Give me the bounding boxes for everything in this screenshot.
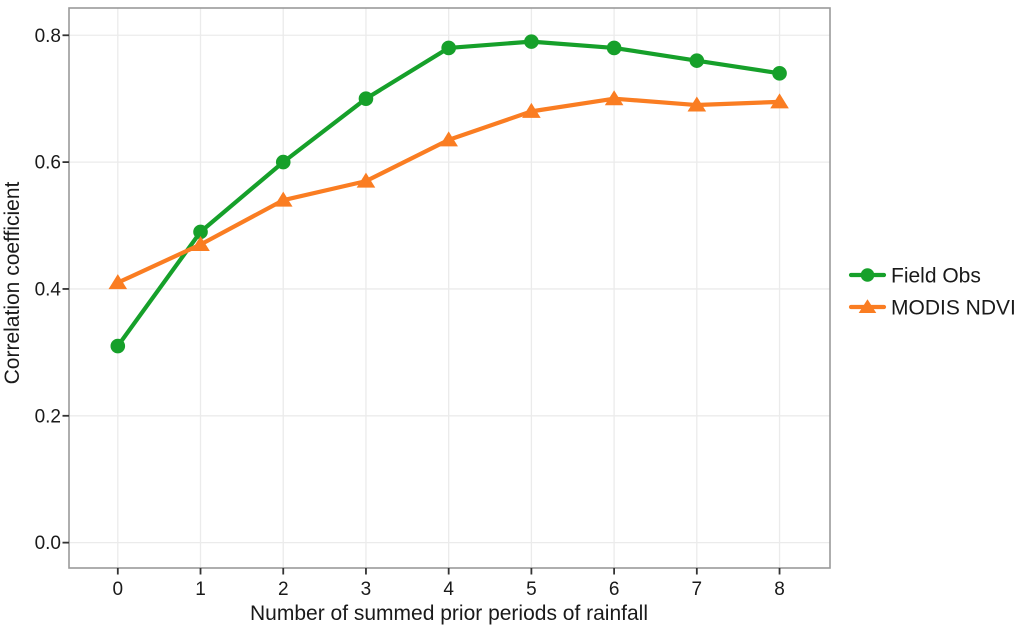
data-point-modis-ndvi-3 (356, 172, 376, 188)
y-tick-label-0.0: 0.0 (35, 533, 61, 554)
panel-background (69, 8, 830, 568)
data-point-modis-ndvi-1 (191, 236, 210, 252)
y-tick-label-0.6: 0.6 (35, 153, 61, 174)
x-tick-label-8: 8 (774, 579, 785, 600)
legend-item-modis-ndvi: MODIS NDVI (848, 297, 1016, 320)
legend-label-modis-ndvi: MODIS NDVI (891, 297, 1016, 320)
axis-ticks (62, 34, 781, 575)
legend-label-field-obs: Field Obs (891, 265, 981, 288)
legend-marker-circle-icon (860, 268, 875, 282)
x-tick-label-2: 2 (278, 579, 289, 600)
data-point-field-obs-0 (110, 338, 126, 354)
data-point-field-obs-8 (772, 66, 787, 81)
data-point-modis-ndvi-6 (604, 90, 624, 106)
series-modis-ndvi (108, 90, 789, 290)
x-tick-label-3: 3 (361, 579, 372, 600)
axis-tick-labels: 0 1 2 3 4 5 6 7 8 0.0 0.2 0.4 0.6 0.8 (35, 26, 785, 600)
x-tick-label-0: 0 (113, 579, 124, 600)
series-layer (108, 34, 789, 354)
plot-panel (69, 8, 830, 568)
legend-item-field-obs: Field Obs (848, 265, 981, 288)
data-point-modis-ndvi-7 (687, 96, 707, 112)
data-point-modis-ndvi-5 (522, 102, 541, 118)
y-tick-label-0.4: 0.4 (35, 279, 62, 300)
data-point-modis-ndvi-4 (439, 131, 458, 147)
data-point-modis-ndvi-2 (273, 191, 293, 207)
data-point-field-obs-1 (193, 224, 208, 240)
x-tick-label-7: 7 (692, 579, 703, 600)
legend: Field Obs MODIS NDVI (848, 265, 1016, 320)
x-axis-title: Number of summed prior periods of rainfa… (250, 602, 648, 625)
x-tick-label-1: 1 (195, 579, 206, 600)
data-point-modis-ndvi-0 (108, 274, 128, 290)
series-field-obs (110, 34, 787, 354)
data-point-field-obs-5 (524, 34, 539, 49)
x-tick-label-6: 6 (609, 579, 620, 600)
data-point-field-obs-6 (606, 40, 622, 56)
data-point-field-obs-4 (441, 40, 456, 56)
data-point-modis-ndvi-8 (770, 93, 789, 109)
x-tick-label-4: 4 (443, 579, 454, 600)
data-point-field-obs-2 (275, 154, 291, 170)
x-tick-label-5: 5 (526, 579, 537, 600)
data-point-field-obs-3 (358, 91, 374, 106)
data-point-field-obs-7 (689, 53, 705, 68)
y-tick-label-0.2: 0.2 (35, 406, 61, 427)
y-tick-label-0.8: 0.8 (35, 26, 61, 47)
legend-marker-triangle-icon (858, 299, 877, 313)
y-axis-title: Correlation coefficient (1, 181, 24, 384)
